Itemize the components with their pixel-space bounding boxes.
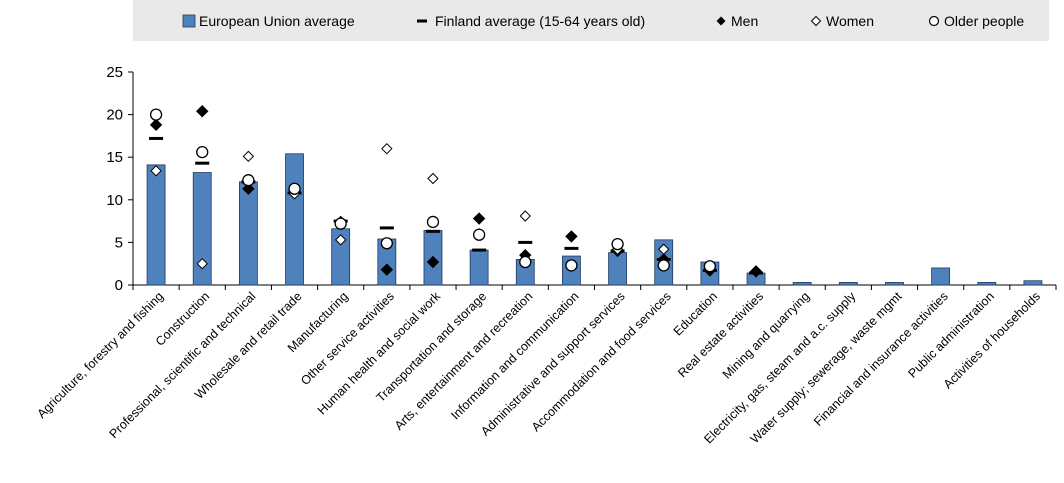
finland-average-marker [425, 229, 440, 233]
eu-average-bar [146, 164, 166, 286]
y-tick-label: 5 [115, 234, 123, 251]
older-people-marker [472, 228, 486, 241]
men-marker [472, 212, 486, 225]
women-marker [242, 150, 255, 163]
finland-average-marker [149, 136, 164, 140]
men-marker [149, 118, 163, 132]
older-people-marker [426, 215, 440, 229]
women-marker [658, 243, 670, 255]
older-people-marker [149, 108, 163, 121]
eu-average-bar [285, 153, 304, 286]
finland-average-marker [195, 161, 210, 165]
women-marker [196, 257, 208, 270]
older-people-marker [519, 255, 532, 269]
legend-label-older-people: Older people [944, 13, 1024, 29]
legend-swatch-older-people [928, 15, 940, 27]
women-marker [427, 172, 439, 185]
legend-label-finland-average: Finland average (15-64 years old) [435, 13, 645, 29]
women-marker [519, 210, 531, 222]
men-marker [565, 230, 578, 243]
men-marker [749, 265, 763, 278]
men-marker [242, 182, 255, 195]
older-people-marker [288, 182, 301, 195]
y-tick-label: 0 [115, 277, 123, 294]
category-label: Education [671, 289, 720, 338]
finland-average-marker [472, 248, 487, 252]
older-people-marker [380, 237, 393, 250]
women-marker [150, 165, 162, 177]
legend-swatch-women [810, 15, 822, 27]
legend-box [133, 0, 1049, 41]
older-people-marker [565, 259, 578, 272]
legend-label-eu-average: European Union average [199, 13, 355, 29]
eu-average-bar [469, 249, 489, 286]
eu-average-bar [238, 181, 258, 286]
y-tick-label: 10 [106, 192, 123, 209]
eu-average-bar [192, 172, 212, 286]
women-marker [334, 234, 347, 246]
category-label: Mining and quarrying [720, 289, 812, 381]
men-marker [426, 255, 440, 269]
category-label: Activities of households [941, 289, 1043, 391]
legend-label-women: Women [826, 13, 874, 29]
men-marker [196, 104, 209, 118]
legend-label-men: Men [731, 13, 758, 29]
y-tick-label: 20 [106, 107, 123, 124]
older-people-marker [657, 259, 670, 272]
eu-average-bar [885, 282, 904, 286]
older-people-marker [703, 260, 717, 273]
eu-average-bar [838, 282, 858, 286]
category-label: Public administration [905, 289, 996, 380]
older-people-marker [242, 174, 255, 187]
finland-average-marker [379, 226, 394, 230]
eu-average-bar [977, 282, 997, 286]
eu-average-bar [608, 252, 627, 286]
y-tick-label: 25 [106, 64, 123, 81]
finland-average-marker [518, 240, 533, 244]
legend: European Union average Finland average (1… [182, 13, 1024, 29]
finland-average-marker [564, 246, 579, 250]
men-marker [380, 263, 394, 276]
women-marker [381, 142, 393, 155]
older-people-marker [196, 145, 209, 159]
older-people-marker [611, 237, 624, 251]
eu-average-bar [1023, 280, 1043, 286]
y-tick-label: 15 [106, 149, 123, 166]
eu-average-bar [792, 282, 812, 286]
legend-swatch-eu-average [182, 14, 196, 28]
eu-average-bar [931, 267, 951, 286]
legend-swatch-men [716, 16, 726, 26]
older-people-marker [334, 217, 347, 230]
category-label: Real estate activities [675, 289, 766, 380]
category-label: Other service activities [298, 289, 397, 388]
legend-swatch-finland-average [417, 19, 427, 23]
